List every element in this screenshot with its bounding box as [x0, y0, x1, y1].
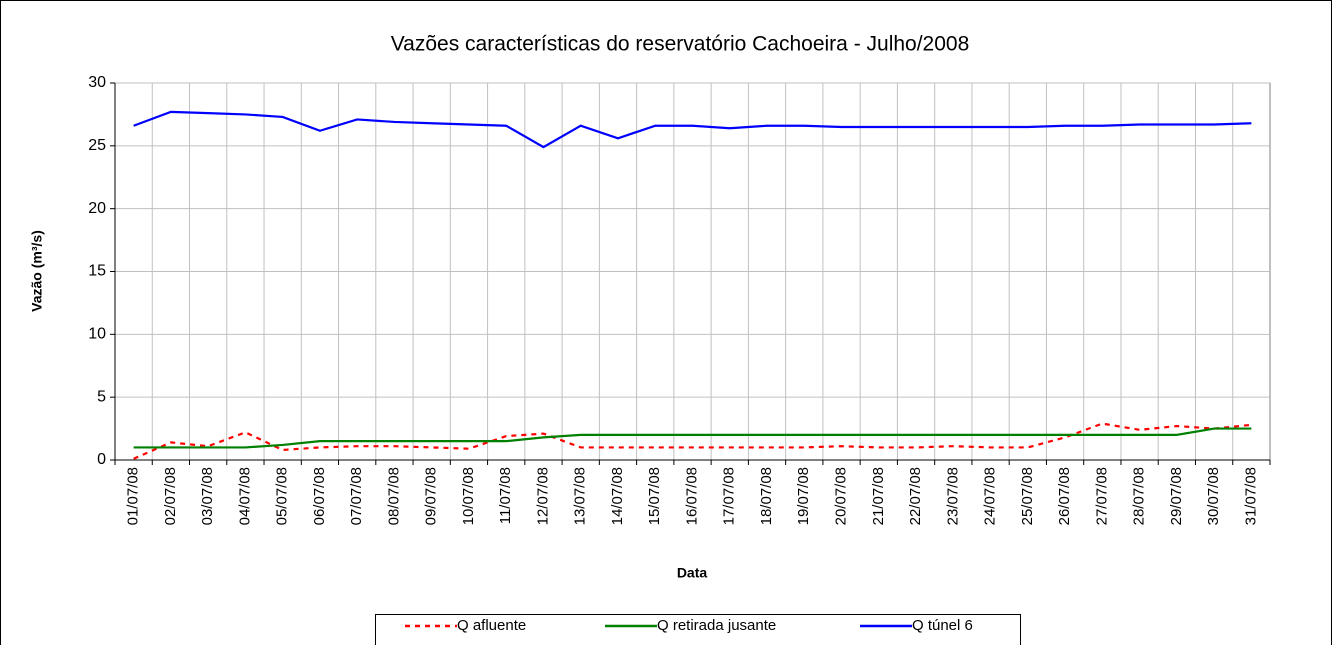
x-tick-label: 30/07/08	[1205, 467, 1222, 525]
x-tick-label: 31/07/08	[1242, 467, 1259, 525]
x-tick-label: 20/07/08	[833, 467, 850, 525]
y-tick-label: 30	[88, 74, 106, 91]
x-tick-label: 29/07/08	[1168, 467, 1185, 525]
y-axis-label: Vazão (m³/s)	[29, 230, 45, 312]
legend-label: Q túnel 6	[912, 617, 973, 634]
x-tick-label: 22/07/08	[907, 467, 924, 525]
y-tick-label: 5	[97, 388, 106, 405]
series-line	[133, 110, 1252, 149]
x-tick-label: 11/07/08	[497, 467, 514, 524]
x-tick-label: 23/07/08	[944, 467, 961, 525]
y-tick-label: 10	[88, 326, 106, 343]
x-tick-label: 06/07/08	[311, 467, 328, 525]
y-tick-label: 0	[97, 451, 106, 468]
x-tick-label: 07/07/08	[348, 467, 365, 525]
series-line	[133, 422, 1252, 460]
legend-label: Q retirada jusante	[657, 617, 776, 634]
x-tick-label: 18/07/08	[758, 467, 775, 525]
x-tick-label: 02/07/08	[162, 467, 179, 525]
y-tick-label: 15	[88, 263, 106, 280]
y-tick-label: 20	[88, 200, 106, 217]
x-tick-label: 16/07/08	[683, 467, 700, 525]
y-tick-label: 25	[88, 137, 106, 154]
x-tick-label: 13/07/08	[572, 467, 589, 525]
x-tick-label: 26/07/08	[1056, 467, 1073, 525]
x-tick-label: 19/07/08	[795, 467, 812, 525]
x-tick-label: 25/07/08	[1019, 467, 1036, 525]
x-tick-label: 08/07/08	[385, 467, 402, 525]
x-tick-label: 14/07/08	[609, 467, 626, 525]
x-tick-label: 04/07/08	[236, 467, 253, 525]
x-tick-label: 05/07/08	[274, 467, 291, 525]
x-axis-label: Data	[677, 565, 708, 581]
x-tick-label: 17/07/08	[721, 467, 738, 525]
x-tick-label: 09/07/08	[423, 467, 440, 525]
chart-title: Vazões características do reservatório C…	[391, 33, 970, 56]
x-tick-label: 01/07/08	[125, 467, 142, 525]
x-tick-label: 27/07/08	[1093, 467, 1110, 525]
legend-label: Q afluente	[457, 617, 526, 634]
x-tick-label: 15/07/08	[646, 467, 663, 525]
series-line	[133, 427, 1252, 449]
x-tick-label: 24/07/08	[982, 467, 999, 525]
x-tick-label: 21/07/08	[870, 467, 887, 525]
x-tick-label: 28/07/08	[1131, 467, 1148, 525]
x-tick-label: 12/07/08	[534, 467, 551, 525]
x-tick-label: 03/07/08	[199, 467, 216, 525]
legend-box	[375, 614, 1021, 645]
x-tick-label: 10/07/08	[460, 467, 477, 525]
